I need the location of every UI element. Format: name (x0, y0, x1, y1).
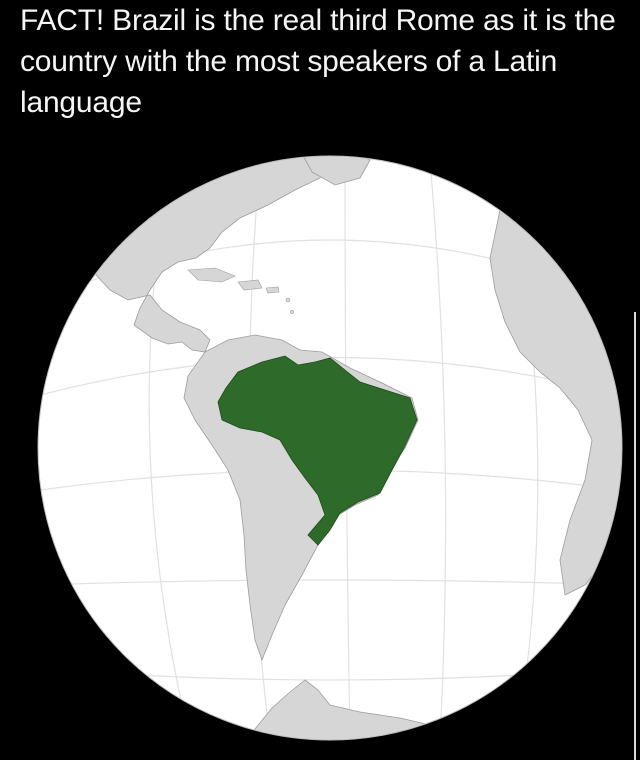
globe-outline (37, 155, 623, 741)
land-north-america (94, 156, 331, 353)
highlighted-country-brazil (217, 355, 418, 546)
scrollbar[interactable] (634, 312, 636, 760)
land-antarctica (249, 679, 441, 740)
land-caribbean (187, 267, 294, 314)
post-text: FACT! Brazil is the real third Rome as i… (20, 4, 616, 119)
